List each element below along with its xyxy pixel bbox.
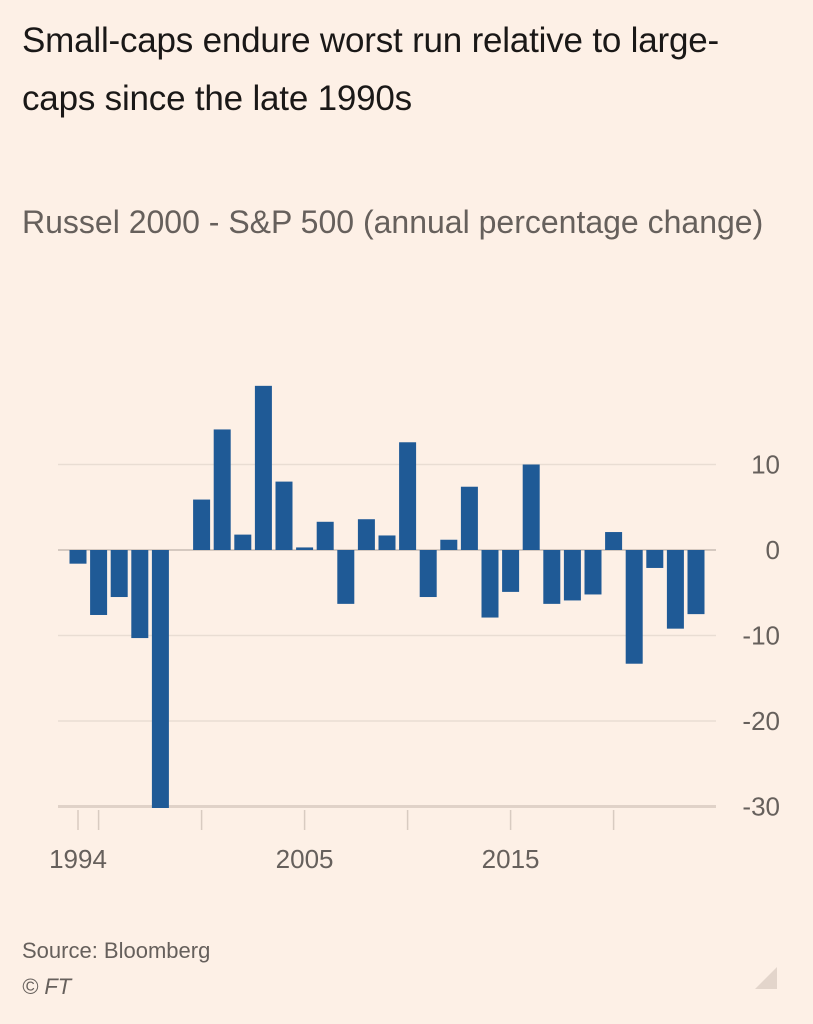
- x-tick-label: 1994: [49, 844, 107, 874]
- bar-2003: [254, 385, 272, 550]
- bar-2012: [440, 539, 458, 550]
- chart-subtitle: Russel 2000 - S&P 500 (annual percentage…: [22, 204, 764, 240]
- x-tick-label: 2005: [276, 844, 334, 874]
- bar-2015: [502, 550, 520, 592]
- bar-2023: [666, 550, 684, 629]
- y-tick-label: -10: [742, 621, 780, 651]
- y-tick-label: -20: [742, 706, 780, 736]
- bar-2016: [522, 464, 540, 550]
- bar-2002: [234, 534, 252, 550]
- bar-2001: [213, 429, 231, 550]
- bar-1996: [110, 550, 128, 598]
- bar-1998: [151, 550, 169, 808]
- bar-2009: [378, 535, 396, 550]
- bar-2005: [296, 547, 314, 550]
- bar-2013: [460, 486, 478, 550]
- bar-2021: [625, 550, 643, 664]
- chart-title: Small-caps endure worst run relative to …: [22, 21, 719, 118]
- bar-2014: [481, 550, 499, 618]
- x-tick-label: 2015: [482, 844, 540, 874]
- bar-2019: [584, 550, 602, 595]
- copyright-note: © FT: [22, 974, 72, 999]
- bar-2020: [605, 532, 623, 550]
- y-tick-label: 0: [766, 535, 780, 565]
- y-axis: 10 0 -10 -20 -30: [742, 450, 780, 822]
- bar-1994: [69, 550, 87, 564]
- bar-2011: [419, 550, 437, 598]
- y-tick-label: -30: [742, 792, 780, 822]
- bar-2008: [357, 519, 375, 550]
- source-note: Source: Bloomberg: [22, 938, 211, 963]
- bar-chart: 1994 2005 2015 10 0 -10 -20 -30: [49, 385, 780, 874]
- bar-2010: [399, 442, 417, 550]
- bar-1995: [90, 550, 108, 615]
- bar-2006: [316, 521, 334, 550]
- bar-2007: [337, 550, 355, 604]
- resize-handle-icon[interactable]: [755, 967, 777, 989]
- bar-2022: [646, 550, 664, 568]
- y-tick-label: 10: [751, 450, 780, 480]
- bar-1997: [131, 550, 149, 639]
- x-axis: 1994 2005 2015: [49, 810, 615, 874]
- bar-2017: [543, 550, 561, 604]
- bar-2000: [193, 499, 211, 550]
- bar-2018: [563, 550, 581, 601]
- bar-2024: [687, 550, 705, 615]
- bars: [69, 385, 705, 808]
- bar-2004: [275, 481, 293, 550]
